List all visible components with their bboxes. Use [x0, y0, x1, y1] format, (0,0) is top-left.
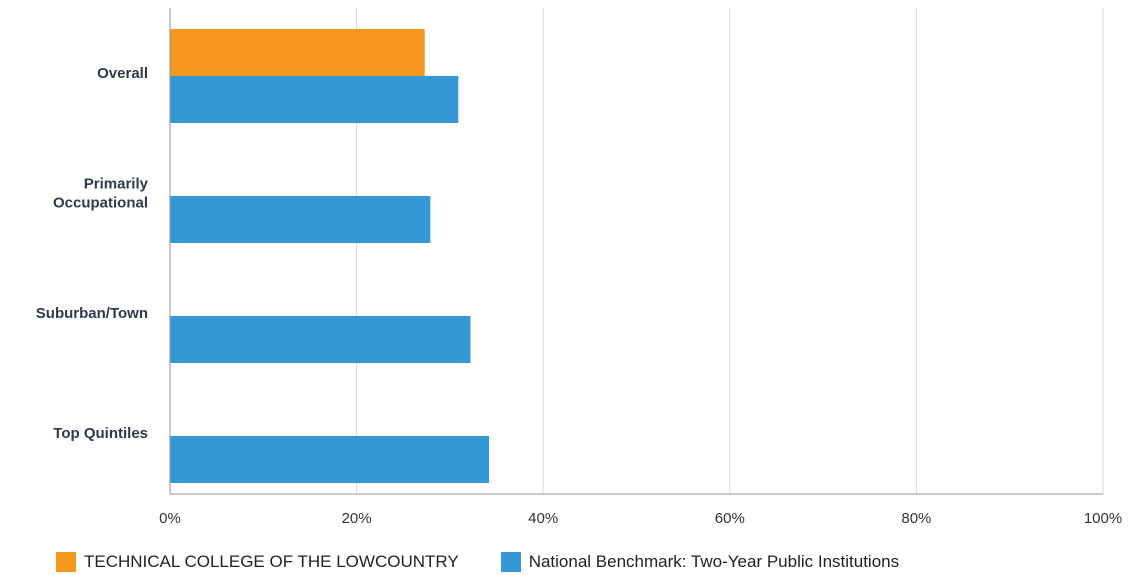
category-labels: Overall Primarily Occupational Suburban/Tow…: [36, 65, 149, 442]
legend-item-benchmark: National Benchmark: Two-Year Public Inst…: [500, 552, 900, 572]
legend-label-benchmark: National Benchmark: Two-Year Public Inst…: [528, 552, 900, 571]
bar-chart: Overall Primarily Occupational Suburban/Tow…: [36, 8, 1122, 527]
category-label: Overall: [97, 65, 148, 82]
x-tick-label: 100%: [1084, 510, 1122, 527]
legend-swatch-college: [56, 552, 76, 572]
x-tick-label: 60%: [715, 510, 745, 527]
x-tick-label: 80%: [901, 510, 931, 527]
bar: [170, 436, 490, 483]
legend-label-college: TECHNICAL COLLEGE OF THE LOWCOUNTRY: [84, 552, 459, 571]
legend-swatch-benchmark: [500, 552, 521, 572]
bar: [170, 76, 459, 123]
gridlines: [356, 8, 1104, 494]
bars: [170, 29, 490, 483]
category-label: Suburban/Town: [36, 305, 148, 322]
x-tick-label: 20%: [342, 510, 372, 527]
bar: [170, 316, 471, 363]
bar: [170, 29, 425, 76]
bar: [170, 196, 431, 243]
category-label: Primarily Occupational: [53, 176, 149, 212]
category-label: Top Quintiles: [53, 425, 148, 442]
x-tick-label: 40%: [528, 510, 558, 527]
legend: TECHNICAL COLLEGE OF THE LOWCOUNTRY Nati…: [56, 552, 941, 572]
x-tick-label: 0%: [159, 510, 181, 527]
x-tick-labels: 0% 20% 40% 60% 80% 100%: [159, 510, 1122, 527]
legend-item-college: TECHNICAL COLLEGE OF THE LOWCOUNTRY: [56, 552, 459, 572]
